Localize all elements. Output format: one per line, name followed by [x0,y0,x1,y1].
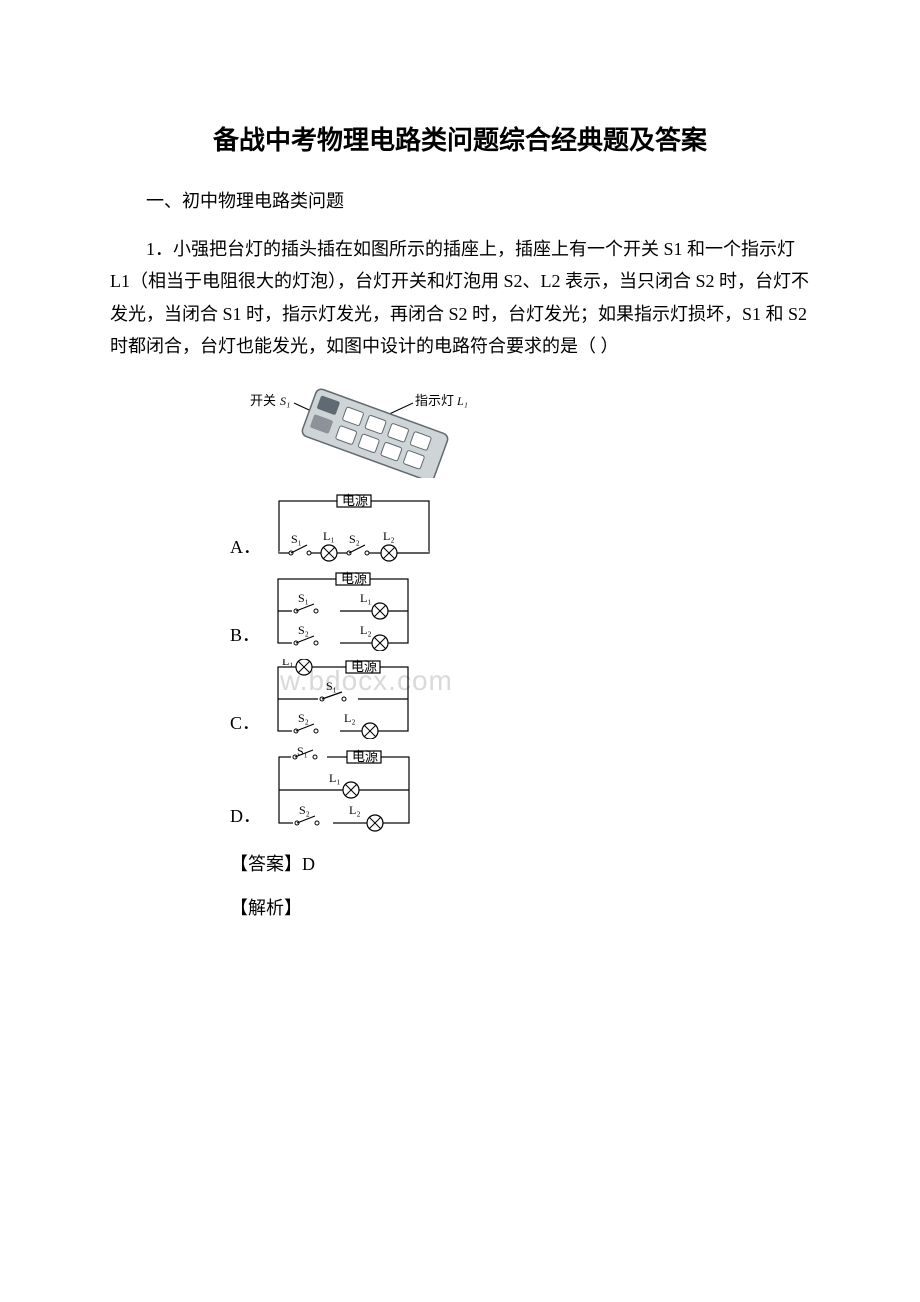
svg-text:S₁: S₁ [297,747,308,758]
svg-text:S₁: S₁ [326,679,337,693]
svg-text:L₁: L₁ [329,771,341,785]
circuit-b: 电源 S₁ L₁ S₂ L₂ [268,571,418,651]
svg-text:L₂: L₂ [360,623,372,637]
svg-text:电源: 电源 [341,571,367,586]
section-header: 一、初中物理电路类问题 [110,187,810,213]
option-a-row: A． 电源 S₁ L₁ S₂ L₂ [230,493,810,563]
circuit-d: S₁ 电源 L₁ S₂ L₂ [269,747,419,832]
option-c-row: C． L₁ 电源 S₁ S₂ L₂ [230,659,810,739]
s1-label: S₁ [280,394,290,408]
option-c-label: C． [230,709,260,739]
option-d-label: D． [230,802,261,832]
svg-text:S₂: S₂ [349,532,360,546]
svg-text:L₁: L₁ [360,591,372,605]
svg-text:L₂: L₂ [383,529,395,543]
analysis-text: 【解析】 [230,894,810,920]
svg-text:L₁: L₁ [323,529,335,543]
svg-text:电源: 电源 [342,493,368,508]
circuit-c: L₁ 电源 S₁ S₂ L₂ [268,659,418,739]
question-text: 1．小强把台灯的插头插在如图所示的插座上，插座上有一个开关 S1 和一个指示灯 … [110,233,810,363]
svg-text:L₂: L₂ [349,803,361,817]
power-strip-figure: 开关 S₁ 指示灯 L₁ [250,388,810,483]
svg-text:L₂: L₂ [344,711,356,725]
svg-text:S₂: S₂ [298,623,309,637]
option-b-label: B． [230,621,260,651]
indicator-label-cn: 指示灯 [415,393,454,408]
circuit-a: 电源 S₁ L₁ S₂ L₂ [269,493,439,563]
page-title: 备战中考物理电路类问题综合经典题及答案 [110,120,810,157]
option-b-row: B． 电源 S₁ L₁ S₂ L₂ [230,571,810,651]
svg-text:S₂: S₂ [298,711,309,725]
svg-text:电源: 电源 [351,659,377,674]
svg-text:S₁: S₁ [298,591,309,605]
svg-text:电源: 电源 [352,749,378,764]
svg-text:S₂: S₂ [299,803,310,817]
l1-label: L₁ [456,394,468,408]
option-a-label: A． [230,533,261,563]
switch-label-cn: 开关 [250,393,276,408]
svg-text:S₁: S₁ [291,532,302,546]
option-d-row: D． S₁ 电源 L₁ S₂ L₂ [230,747,810,832]
svg-text:L₁: L₁ [282,659,294,668]
answer-text: 【答案】D [230,850,810,876]
